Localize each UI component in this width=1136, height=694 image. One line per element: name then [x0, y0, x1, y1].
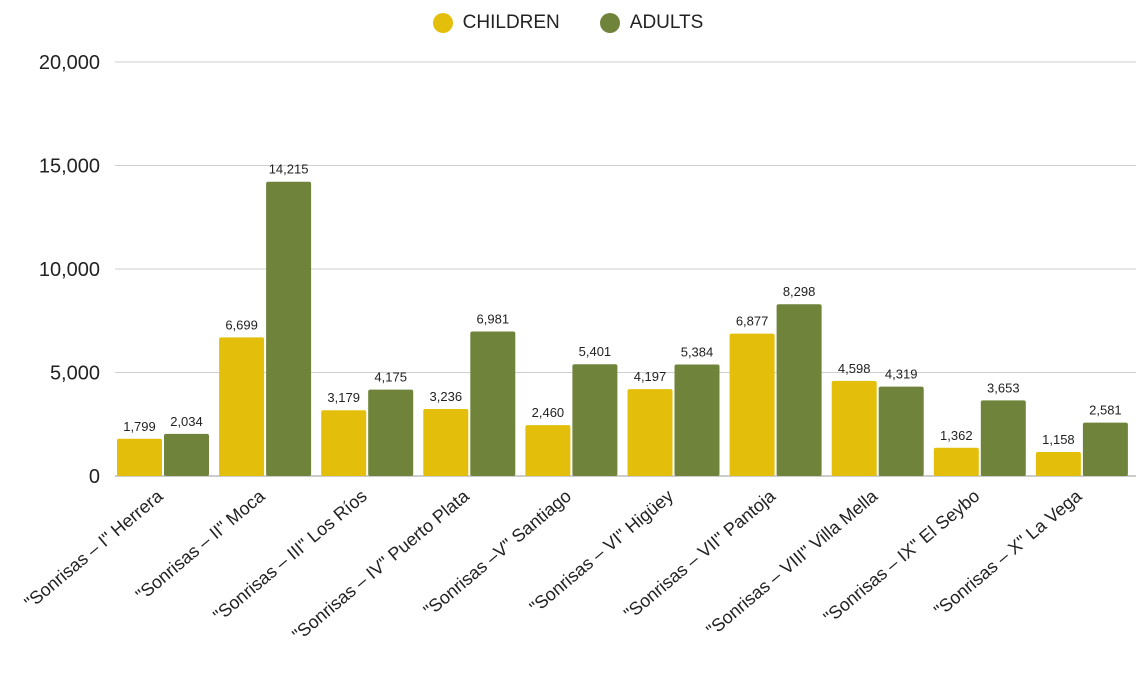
bar-children	[627, 389, 673, 476]
y-tick-label: 5,000	[50, 363, 100, 385]
legend-swatch-children	[432, 13, 453, 33]
y-tick-label: 15,000	[39, 156, 100, 178]
bar-adults	[164, 433, 209, 476]
bar-children	[525, 425, 571, 476]
data-label: 1,158	[1042, 432, 1075, 447]
data-label: 2,034	[170, 414, 203, 429]
data-label: 3,653	[987, 380, 1020, 395]
data-label: 14,215	[269, 162, 309, 177]
data-label: 4,197	[634, 369, 667, 384]
data-label: 2,581	[1089, 403, 1122, 418]
data-label: 6,877	[736, 314, 769, 329]
data-label: 8,298	[783, 284, 816, 299]
legend-swatch-adults	[599, 13, 620, 33]
bar-adults	[572, 364, 618, 476]
bar-adults	[674, 364, 720, 476]
bar-adults	[1082, 422, 1128, 476]
bar-adults	[776, 304, 822, 476]
y-tick-label: 20,000	[39, 52, 100, 74]
data-label: 6,699	[225, 317, 258, 332]
y-tick-label: 0	[89, 466, 100, 488]
y-tick-label: 10,000	[39, 259, 100, 281]
data-label: 3,179	[327, 390, 360, 405]
data-label: 3,236	[430, 389, 463, 404]
bar-adults	[470, 331, 516, 476]
legend-item-adults: ADULTS	[599, 12, 704, 34]
data-label: 4,319	[885, 367, 918, 382]
data-label: 4,598	[838, 361, 871, 376]
legend: CHILDREN ADULTS	[0, 12, 1136, 34]
data-label: 5,384	[681, 345, 714, 360]
x-tick-label: "Sonrisas – IV" Puerto Plata	[288, 485, 473, 645]
bar-children	[1035, 452, 1081, 476]
bar-children	[831, 380, 877, 476]
data-label: 1,362	[940, 428, 973, 443]
bar-adults	[878, 386, 924, 476]
bar-children	[933, 447, 979, 476]
data-label: 5,401	[579, 344, 612, 359]
data-label: 4,175	[374, 370, 407, 385]
bar-children	[219, 337, 265, 476]
bar-children	[423, 409, 469, 476]
legend-label-children: CHILDREN	[462, 12, 560, 33]
bar-adults	[980, 400, 1026, 476]
bar-adults	[266, 181, 312, 476]
bar-adults	[368, 389, 414, 476]
bar-children	[729, 333, 775, 476]
bar-children	[117, 438, 162, 476]
legend-item-children: CHILDREN	[432, 12, 560, 34]
data-label: 6,981	[477, 311, 510, 326]
x-tick-label: "Sonrisas – VIII" Villa Mella	[703, 485, 882, 640]
data-label: 2,460	[532, 405, 565, 420]
bar-children	[321, 410, 367, 476]
data-label: 1,799	[123, 419, 156, 434]
legend-label-adults: ADULTS	[629, 12, 704, 33]
